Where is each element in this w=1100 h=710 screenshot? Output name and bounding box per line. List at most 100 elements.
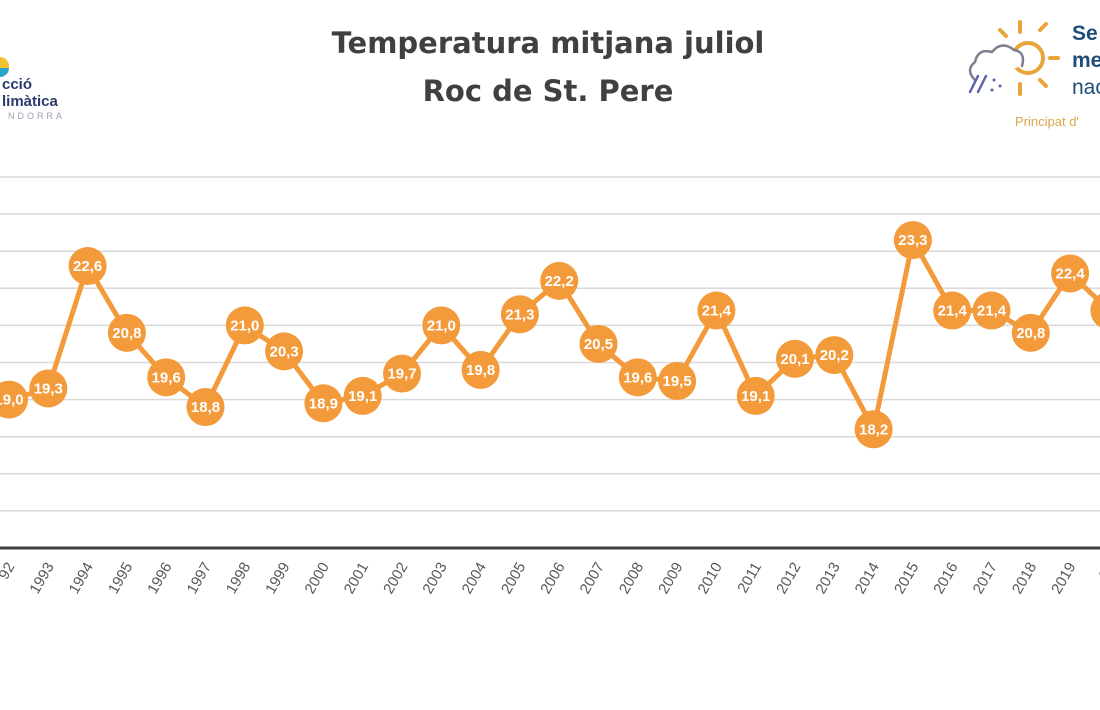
data-point (893, 221, 932, 260)
x-tick-label: 2014 (852, 560, 883, 597)
x-tick-label: 1993 (26, 560, 57, 597)
data-point (383, 354, 421, 393)
data-label: 19,3 (34, 380, 63, 397)
data-point (736, 376, 775, 415)
data-point (1011, 313, 1050, 352)
data-label: 21,4 (977, 303, 1007, 320)
chart-title-line2: Roc de St. Pere (423, 74, 674, 108)
data-point (854, 410, 893, 449)
x-tick-label: 2012 (773, 560, 804, 597)
x-tick-label: 2018 (1009, 560, 1040, 597)
data-label: 18,9 (309, 395, 338, 412)
x-tick-label: 2019 (1048, 560, 1079, 597)
series-line: 19,0 19,3 22,6 20,8 19,6 18,8 21,0 20,3 18,9 19,1… (0, 221, 1100, 449)
x-tick-label: 2009 (655, 560, 686, 597)
x-tick-label: 2004 (459, 560, 490, 597)
x-tick-label: 2001 (341, 560, 372, 597)
gridlines (0, 176, 1100, 550)
logo-left-line1: cció (2, 76, 32, 93)
data-point (776, 339, 814, 378)
x-tick-label: 2015 (891, 560, 922, 597)
logo-servei-meteorologic: Se me nac Principat d' (968, 20, 1100, 129)
data-point (579, 324, 618, 363)
x-tick-label: 2000 (301, 560, 332, 597)
data-point (815, 336, 854, 375)
x-tick-label: 1994 (66, 560, 97, 597)
data-label: 19,0 (0, 392, 24, 409)
data-point (540, 261, 579, 300)
data-label: 20,2 (820, 347, 849, 364)
x-tick-label: 2013 (812, 560, 843, 597)
x-tick-label: 1999 (262, 560, 293, 597)
x-tick-label: 1996 (144, 560, 175, 597)
data-label: 19,5 (662, 373, 691, 390)
data-point (618, 358, 657, 397)
data-label: 22,6 (73, 258, 102, 275)
x-axis-ticks: 92 1993 1994 1995 1996 1997 1998 1999 2000 2001 20… (0, 560, 1100, 597)
x-tick-label: 1998 (223, 560, 254, 597)
data-label: 19,6 (152, 369, 181, 386)
logo-left-line3: NDORRA (8, 111, 65, 121)
x-tick-label: 2011 (734, 560, 765, 596)
data-point (304, 384, 343, 423)
data-label: 19,6 (623, 369, 652, 386)
data-label: 21,3 (505, 306, 534, 323)
data-point (0, 380, 28, 419)
data-label: 20,1 (780, 351, 809, 368)
data-point (343, 376, 382, 415)
logo-right-line1: Se (1072, 22, 1098, 45)
data-point (1090, 294, 1100, 328)
data-label: 20,5 (584, 336, 613, 353)
data-point (68, 247, 107, 286)
data-label: 19,7 (387, 366, 416, 383)
data-label: 21,4 (938, 303, 968, 320)
x-tick-label: 2017 (970, 560, 1001, 597)
data-label: 22,2 (545, 273, 574, 290)
logo-left-line2: limàtica (2, 93, 59, 110)
logo-right-line3: nac (1072, 76, 1100, 99)
data-label: 19,1 (348, 388, 377, 405)
logo-right-line4: Principat d' (1015, 114, 1079, 129)
x-tick-label: 2007 (577, 560, 608, 597)
data-point (658, 362, 697, 401)
logo-right-line2: me (1072, 49, 1100, 72)
data-label: 21,4 (702, 303, 732, 320)
data-label: 19,1 (741, 388, 770, 405)
data-point (422, 306, 461, 345)
x-tick-label: 2010 (694, 560, 725, 597)
data-label: 19,8 (466, 362, 495, 379)
x-tick-label: 2003 (419, 560, 450, 597)
data-point (29, 369, 68, 408)
x-tick-label: 1995 (105, 560, 136, 597)
x-tick-label: 2016 (930, 560, 961, 597)
data-point (225, 306, 264, 345)
x-tick-label: 1997 (184, 560, 215, 597)
data-label: 20,8 (112, 325, 141, 342)
data-point (972, 291, 1011, 330)
x-tick-label: 2008 (616, 560, 647, 597)
chart-title-line1: Temperatura mitjana juliol (332, 26, 765, 60)
x-tick-label: 20 (1096, 560, 1100, 583)
data-label: 18,2 (859, 421, 888, 438)
data-point (697, 291, 736, 330)
data-label: 20,8 (1016, 325, 1045, 342)
data-point (265, 332, 304, 371)
data-label: 18,8 (191, 399, 220, 416)
data-point (933, 291, 972, 330)
x-tick-label: 2002 (380, 560, 411, 597)
data-label: 20,3 (269, 343, 298, 360)
logo-accio-climatica: cció limàtica NDORRA (0, 57, 65, 121)
sun-cloud-rain-icon (968, 20, 1060, 96)
data-point (500, 295, 539, 334)
x-tick-label: 92 (0, 560, 18, 583)
x-tick-label: 2005 (498, 560, 529, 597)
data-point (461, 350, 500, 389)
data-point (186, 388, 225, 427)
data-label: 22,4 (1055, 265, 1085, 282)
data-point (147, 358, 186, 397)
data-point (107, 313, 146, 352)
data-label: 21,0 (427, 317, 456, 334)
data-label: 21,0 (230, 317, 259, 334)
data-label: 23,3 (898, 232, 927, 249)
